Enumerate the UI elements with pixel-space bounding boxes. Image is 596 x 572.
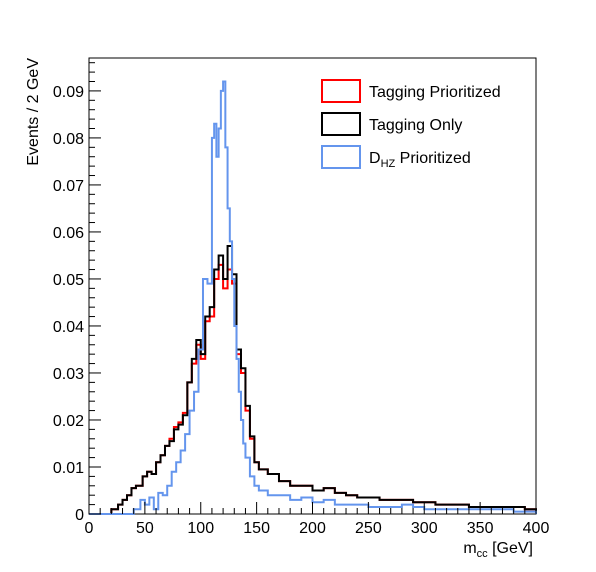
x-tick-label: 150 [243,520,270,537]
legend-label: Tagging Only [369,117,462,134]
legend-swatch [321,112,361,136]
legend-label: Tagging Prioritized [369,84,501,101]
x-tick-label: 300 [411,520,438,537]
y-tick-label: 0.09 [53,84,84,101]
y-axis-title: Events / 2 GeV [25,58,42,166]
legend-label-sub: HZ [381,158,396,170]
legend-label-rest: Prioritized [395,150,471,167]
legend-swatch [321,145,361,169]
legend: Tagging Prioritized Tagging Only DHZ Prior… [321,79,501,170]
y-tick-label: 0.07 [53,178,84,195]
series-tagging-only-line [89,245,537,515]
y-tick-label: 0 [75,507,84,524]
x-axis-title: mcc [GeV] [463,540,533,560]
y-tick-label: 0.02 [53,413,84,430]
x-tick-label: 400 [523,520,550,537]
plot-frame [88,57,537,515]
y-axis: 0 0.01 0.02 0.03 0.04 0.05 0.06 0.07 0.08 0.09 [53,62,101,524]
series-layer [89,80,537,515]
x-axis-title-sub: cc [477,548,489,560]
series-tagging-prioritized-line [89,263,537,515]
y-tick-label: 0.05 [53,272,84,289]
legend-label: DHZ Prioritized [369,150,471,170]
x-tick-label: 250 [355,520,382,537]
x-axis-title-unit: [GeV] [488,540,533,557]
x-axis-title-main: m [463,540,476,557]
y-tick-label: 0.04 [53,319,84,336]
x-tick-label: 350 [467,520,494,537]
y-tick-label: 0.06 [53,225,84,242]
legend-swatch [321,79,361,103]
y-tick-label: 0.01 [53,460,84,477]
series-d-hz-prioritized-line [89,80,537,515]
x-tick-label: 200 [299,520,326,537]
legend-label-main: Tagging Prioritized [369,84,501,101]
legend-label-main: D [369,150,381,167]
x-tick-label: 100 [187,520,214,537]
x-axis: 0 50 100 150 200 250 300 350 400 [85,502,550,537]
y-tick-label: 0.08 [53,131,84,148]
legend-label-main: Tagging Only [369,117,462,134]
x-tick-label: 50 [136,520,154,537]
x-tick-label: 0 [85,520,94,537]
y-tick-label: 0.03 [53,366,84,383]
